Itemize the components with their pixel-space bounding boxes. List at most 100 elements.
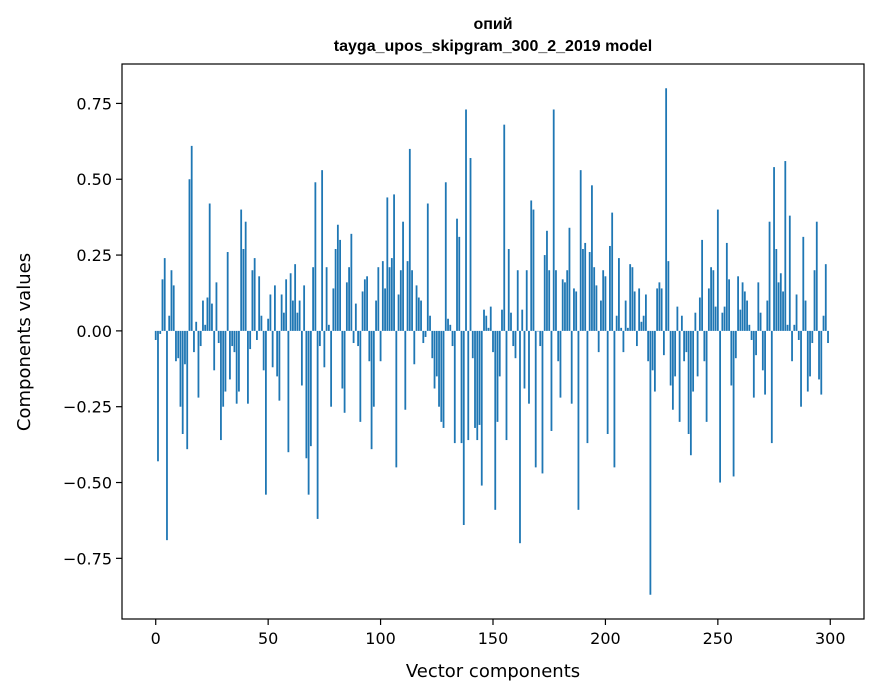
bar bbox=[770, 330, 773, 444]
bar bbox=[238, 330, 240, 392]
bar bbox=[483, 309, 485, 331]
bar bbox=[242, 249, 245, 331]
bar bbox=[694, 312, 697, 331]
bar bbox=[768, 221, 771, 331]
bar bbox=[653, 330, 656, 392]
bar bbox=[494, 330, 497, 510]
bar bbox=[649, 330, 652, 595]
bar bbox=[449, 324, 452, 331]
bar bbox=[541, 330, 544, 474]
bar bbox=[222, 330, 225, 407]
bar bbox=[795, 294, 798, 331]
bar bbox=[244, 221, 247, 331]
bar bbox=[386, 197, 389, 331]
bar bbox=[229, 330, 231, 380]
bar bbox=[743, 291, 746, 331]
bar bbox=[615, 315, 618, 331]
bar bbox=[435, 330, 438, 377]
bar bbox=[354, 303, 357, 331]
bar bbox=[636, 330, 638, 347]
bar bbox=[213, 330, 216, 371]
bar bbox=[471, 330, 474, 359]
bar bbox=[764, 330, 766, 395]
bar bbox=[579, 170, 582, 331]
bar bbox=[750, 330, 753, 340]
chart-title: опий bbox=[473, 16, 512, 33]
bar bbox=[525, 270, 528, 331]
bar bbox=[669, 330, 672, 386]
bar bbox=[395, 330, 398, 468]
bar bbox=[444, 182, 447, 331]
bar bbox=[199, 330, 202, 347]
bar bbox=[334, 249, 337, 331]
bar bbox=[190, 145, 193, 331]
bar bbox=[276, 330, 279, 377]
bar bbox=[501, 309, 503, 331]
bar bbox=[460, 330, 463, 444]
y-tick-label: −0.50 bbox=[63, 474, 112, 493]
bar bbox=[303, 285, 306, 331]
bar bbox=[265, 330, 267, 495]
bar bbox=[211, 303, 213, 331]
y-tick-label: 0.00 bbox=[76, 322, 112, 341]
bar bbox=[827, 330, 829, 344]
bars-group bbox=[154, 88, 829, 595]
bar bbox=[339, 239, 341, 331]
bar bbox=[528, 330, 530, 404]
bar bbox=[728, 279, 730, 331]
bar bbox=[231, 330, 234, 347]
bar bbox=[240, 209, 243, 331]
bar bbox=[703, 330, 706, 362]
bar bbox=[748, 324, 751, 331]
bar bbox=[514, 330, 517, 359]
bar bbox=[359, 330, 362, 422]
bar bbox=[613, 330, 616, 468]
bar bbox=[318, 330, 321, 347]
bar bbox=[530, 200, 533, 331]
bar bbox=[593, 267, 596, 331]
bar bbox=[622, 330, 625, 353]
bar bbox=[642, 315, 645, 331]
bar bbox=[476, 330, 479, 441]
bar bbox=[719, 330, 721, 483]
y-tick-label: −0.25 bbox=[63, 398, 112, 417]
bar bbox=[195, 321, 198, 331]
bar bbox=[350, 233, 353, 331]
bar bbox=[716, 209, 719, 331]
bar bbox=[208, 203, 211, 331]
bar bbox=[186, 330, 189, 450]
bar bbox=[779, 273, 782, 331]
x-axis-ticks: 0 50 100 150 200 250 300 bbox=[151, 619, 846, 648]
bar bbox=[552, 109, 555, 331]
bar bbox=[330, 330, 333, 407]
bar bbox=[429, 315, 431, 331]
bar bbox=[604, 276, 607, 331]
bar bbox=[710, 267, 712, 331]
bar bbox=[411, 270, 413, 331]
bar bbox=[462, 330, 465, 525]
bar bbox=[291, 300, 294, 331]
bar bbox=[217, 330, 220, 344]
bar bbox=[775, 249, 778, 331]
bar bbox=[357, 330, 359, 347]
bar bbox=[262, 330, 265, 371]
bar bbox=[388, 267, 391, 331]
bar bbox=[258, 276, 261, 331]
bar bbox=[797, 330, 800, 340]
bar bbox=[739, 309, 742, 331]
bar bbox=[390, 258, 393, 331]
bar bbox=[734, 330, 737, 359]
bar bbox=[469, 158, 472, 331]
bar bbox=[381, 261, 384, 331]
bar bbox=[363, 279, 366, 331]
bar bbox=[782, 291, 784, 331]
bar bbox=[336, 224, 339, 331]
bar bbox=[415, 285, 418, 331]
plot-frame bbox=[121, 63, 865, 620]
bar bbox=[474, 330, 476, 428]
bar bbox=[629, 264, 632, 331]
bar bbox=[413, 330, 416, 365]
bar bbox=[404, 330, 407, 410]
bar bbox=[157, 330, 159, 462]
